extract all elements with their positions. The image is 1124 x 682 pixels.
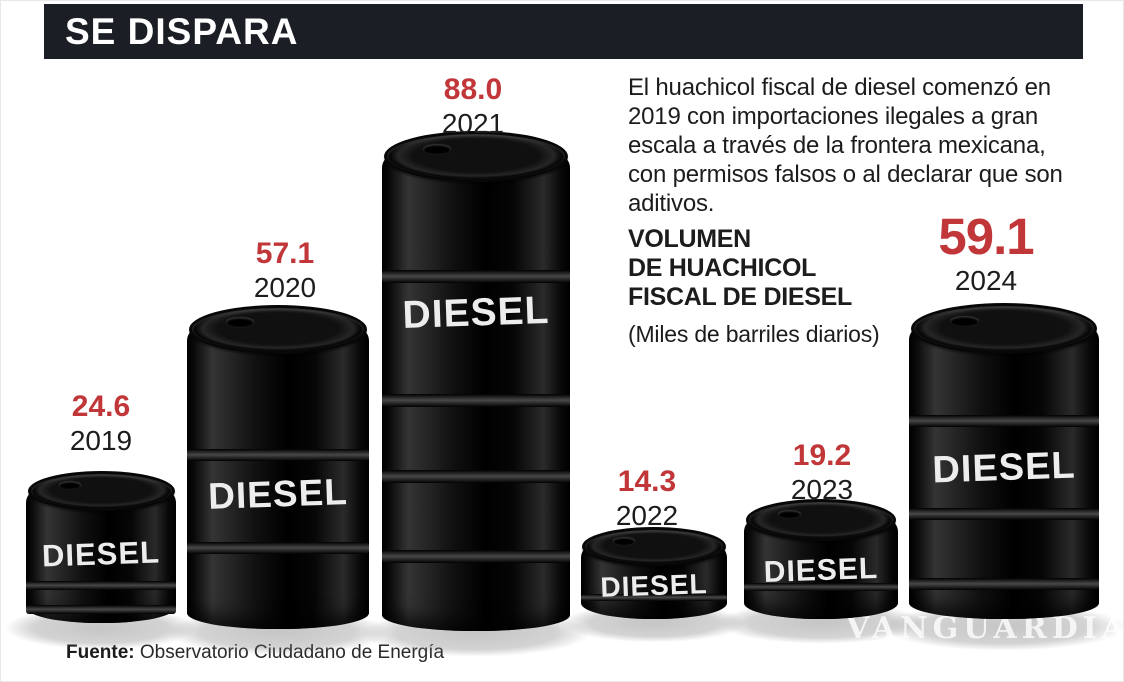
value-label: 59.1 [938, 208, 1034, 265]
barrel-lid [582, 527, 726, 566]
barrel-lid [910, 303, 1098, 354]
value-label: 57.1 [255, 237, 315, 270]
barrel-rib [581, 594, 727, 602]
chart-title-line: FISCAL DE DIESEL [628, 283, 852, 311]
year-label: 2023 [790, 474, 854, 505]
diesel-label: DIESEL [763, 552, 879, 590]
barrel-rib [909, 508, 1099, 521]
barrel-body: DIESEL [382, 156, 570, 631]
barrel-rib [187, 449, 369, 461]
bar-label-2020: 57.1 2020 [205, 239, 365, 302]
chart-title-line: DE HUACHICOL [628, 254, 817, 282]
diesel-label: DIESEL [401, 288, 551, 337]
year-label: 2020 [253, 272, 317, 303]
barrel-lid [188, 305, 368, 354]
barrel-2022: DIESEL [581, 527, 727, 619]
barrel-rib [26, 604, 176, 614]
value-label: 88.0 [443, 73, 503, 106]
barrel-rib [26, 580, 176, 590]
bar-label-2021: 88.0 2021 [393, 75, 553, 138]
barrel-2024: DIESEL [909, 303, 1099, 619]
bar-label-2024: 59.1 2024 [886, 211, 1086, 295]
barrel-lid [383, 131, 569, 182]
barrel-rib [382, 393, 570, 407]
diesel-label: DIESEL [599, 568, 709, 604]
chart-title-line: VOLUMEN [628, 225, 751, 253]
bar-label-2022: 14.3 2022 [567, 467, 727, 530]
value-label: 24.6 [71, 390, 131, 423]
chart-heading: VOLUMEN DE HUACHICOL FISCAL DE DIESEL (M… [628, 225, 880, 348]
barrel-cap-icon [949, 315, 979, 326]
barrel-2021: DIESEL [382, 131, 570, 631]
barrel-lid [27, 471, 175, 511]
year-label: 2019 [69, 425, 133, 456]
value-label: 19.2 [792, 439, 852, 472]
barrel-rib [187, 542, 369, 554]
barrel-2019: DIESEL [26, 471, 176, 623]
barrel-body: DIESEL [26, 491, 176, 623]
diesel-label: DIESEL [41, 534, 161, 574]
bar-label-2023: 19.2 2023 [742, 441, 902, 504]
barrel-rib [744, 583, 898, 592]
year-label: 2024 [954, 265, 1018, 296]
barrel-body: DIESEL [909, 328, 1099, 619]
diesel-label: DIESEL [931, 444, 1077, 492]
barrel-rib [382, 550, 570, 564]
bar-label-2019: 24.6 2019 [21, 392, 181, 455]
diesel-label: DIESEL [207, 471, 349, 517]
barrel-2020: DIESEL [187, 305, 369, 629]
barrel-rib [909, 578, 1099, 591]
barrel-rib [382, 270, 570, 283]
barrel-body: DIESEL [187, 329, 369, 629]
header-bar: SE DISPARA [44, 4, 1083, 59]
barrel-lid [745, 499, 897, 541]
barrel-rib [382, 469, 570, 483]
page-title: SE DISPARA [65, 11, 299, 52]
intro-text: El huachicol fiscal de diesel comenzó en… [628, 74, 1063, 217]
barrel-cap-icon [226, 317, 254, 327]
source-text: Observatorio Ciudadano de Energía [140, 642, 444, 663]
chart-unit-label: (Miles de barriles diarios) [628, 321, 880, 347]
barrel-cap-icon [58, 481, 82, 489]
source-line: Fuente: Observatorio Ciudadano de Energí… [66, 642, 444, 664]
value-label: 14.3 [617, 465, 677, 498]
barrel-cap-icon [777, 509, 801, 518]
barrel-cap-icon [422, 143, 452, 154]
barrel-2023: DIESEL [744, 499, 898, 619]
barrel-cap-icon [612, 537, 635, 545]
year-label: 2021 [441, 108, 505, 139]
source-label: Fuente: [66, 642, 135, 663]
barrel-rib [909, 415, 1099, 428]
year-label: 2022 [615, 500, 679, 531]
